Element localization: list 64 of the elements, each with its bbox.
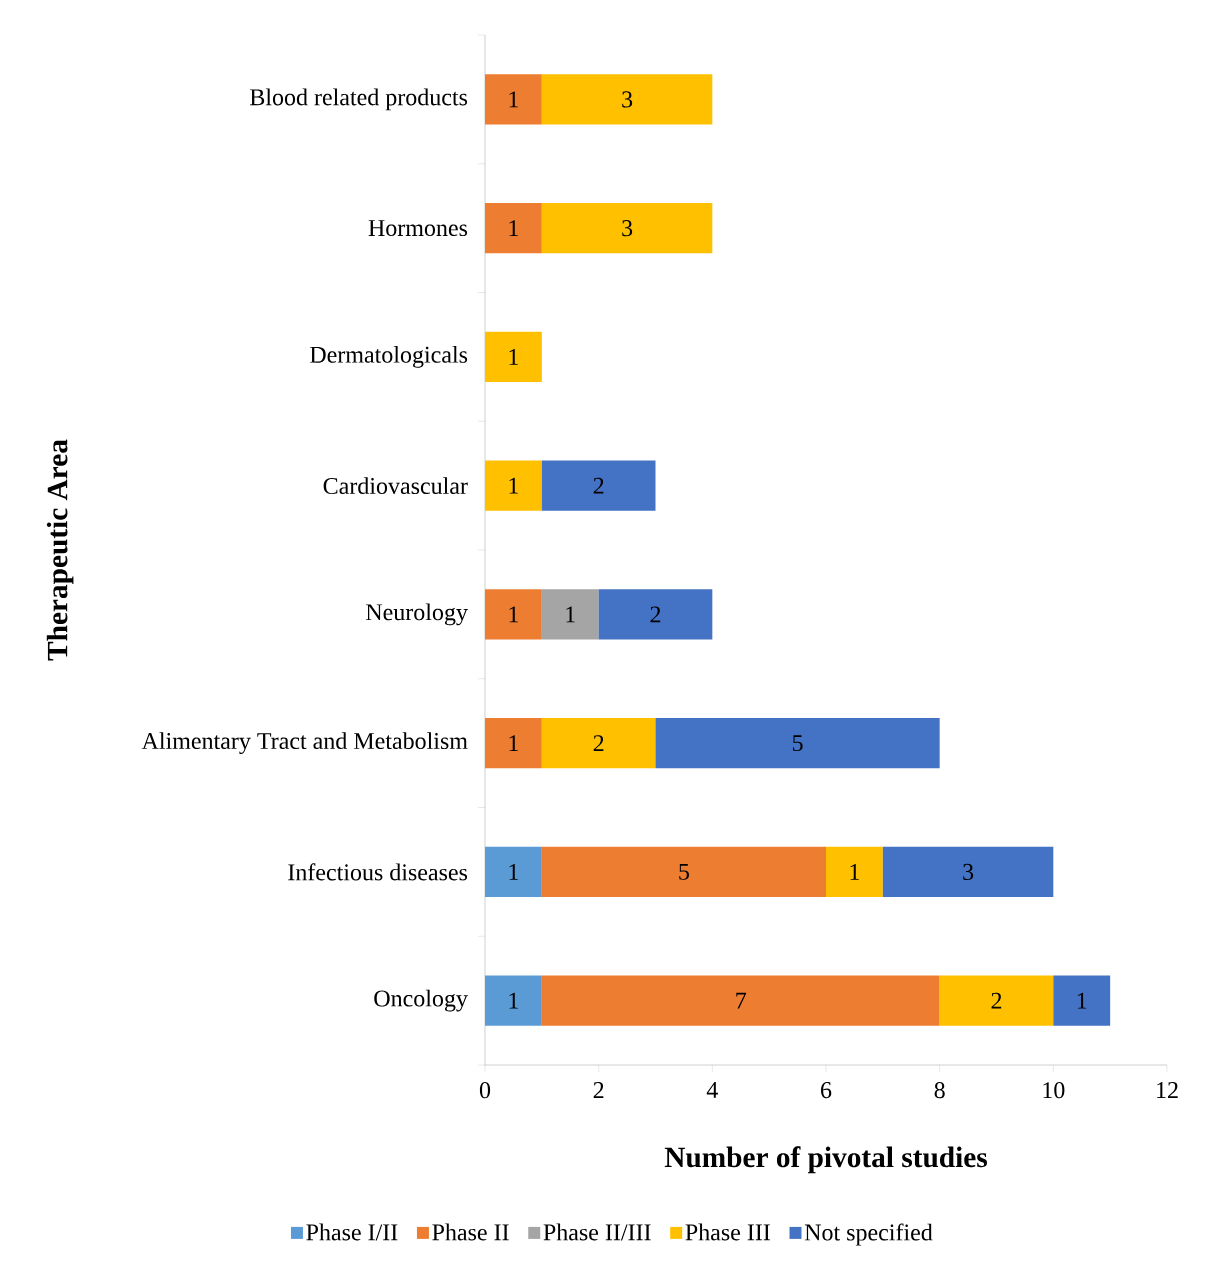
data-label: 1 [509, 606, 518, 623]
y-tick-label: Dermatologicals [310, 345, 468, 368]
data-label: 1 [509, 863, 518, 880]
bar [484, 74, 542, 125]
data-label: 2 [593, 477, 604, 494]
bar [655, 718, 940, 769]
bar [484, 460, 542, 511]
x-tick-label: 4 [706, 1082, 718, 1098]
data-label: 2 [991, 992, 1002, 1009]
bar [598, 589, 713, 640]
data-label: 1 [509, 735, 518, 752]
bar [541, 975, 940, 1026]
bar [484, 718, 542, 769]
x-tick-label: 6 [821, 1082, 832, 1099]
y-tick-label: Alimentary Tract and Metabolism [141, 732, 468, 755]
bar [882, 846, 1054, 897]
data-label: 1 [509, 477, 518, 494]
data-label: 1 [566, 606, 575, 623]
y-tick-label: Infectious diseases [288, 863, 468, 881]
y-tick-label: Blood related products [250, 88, 468, 111]
data-label: 1 [509, 348, 518, 365]
data-label: 1 [850, 863, 859, 880]
data-label: 3 [622, 91, 633, 108]
data-label: 7 [736, 992, 747, 1009]
x-tick-label: 12 [1157, 1082, 1178, 1098]
bar [484, 203, 542, 254]
legend-label: Not specified [804, 1223, 933, 1246]
x-tick-label: 8 [934, 1082, 945, 1099]
bar [541, 718, 656, 769]
y-tick-label: Hormones [368, 220, 468, 237]
bar [541, 74, 713, 125]
data-label: 3 [622, 220, 633, 237]
data-label: 5 [792, 735, 803, 752]
data-label: 2 [593, 735, 604, 752]
data-label: 1 [509, 220, 518, 237]
legend-label: Phase I/II [306, 1223, 398, 1241]
x-tick-label: 2 [593, 1082, 604, 1098]
legend-label: Phase II [432, 1223, 509, 1241]
bar [541, 460, 656, 511]
bar [1053, 975, 1111, 1026]
bar [484, 331, 542, 382]
x-tick-label: 0 [479, 1082, 491, 1099]
y-tick-label: Oncology [374, 989, 468, 1012]
y-tick-label: Neurology [366, 603, 468, 626]
y-tick-label: Cardiovascular [323, 477, 468, 495]
data-label: 2 [650, 606, 661, 623]
bar [541, 203, 713, 254]
bar [484, 975, 542, 1026]
y-axis-title: Therapeutic Area [46, 439, 74, 661]
data-label: 1 [509, 992, 518, 1009]
bar [939, 975, 1054, 1026]
bar [541, 846, 826, 897]
data-label: 5 [679, 863, 689, 880]
data-label: 1 [509, 91, 518, 108]
bar [484, 846, 542, 897]
legend-label: Phase III [685, 1223, 770, 1241]
x-tick-label: 10 [1043, 1082, 1065, 1099]
x-axis-title: Number of pivotal studies [664, 1146, 987, 1174]
bar [484, 589, 542, 640]
legend-label: Phase II/III [543, 1223, 651, 1241]
bar [826, 846, 883, 897]
data-label: 3 [963, 863, 974, 880]
bar [541, 589, 599, 640]
data-label: 1 [1077, 992, 1087, 1009]
